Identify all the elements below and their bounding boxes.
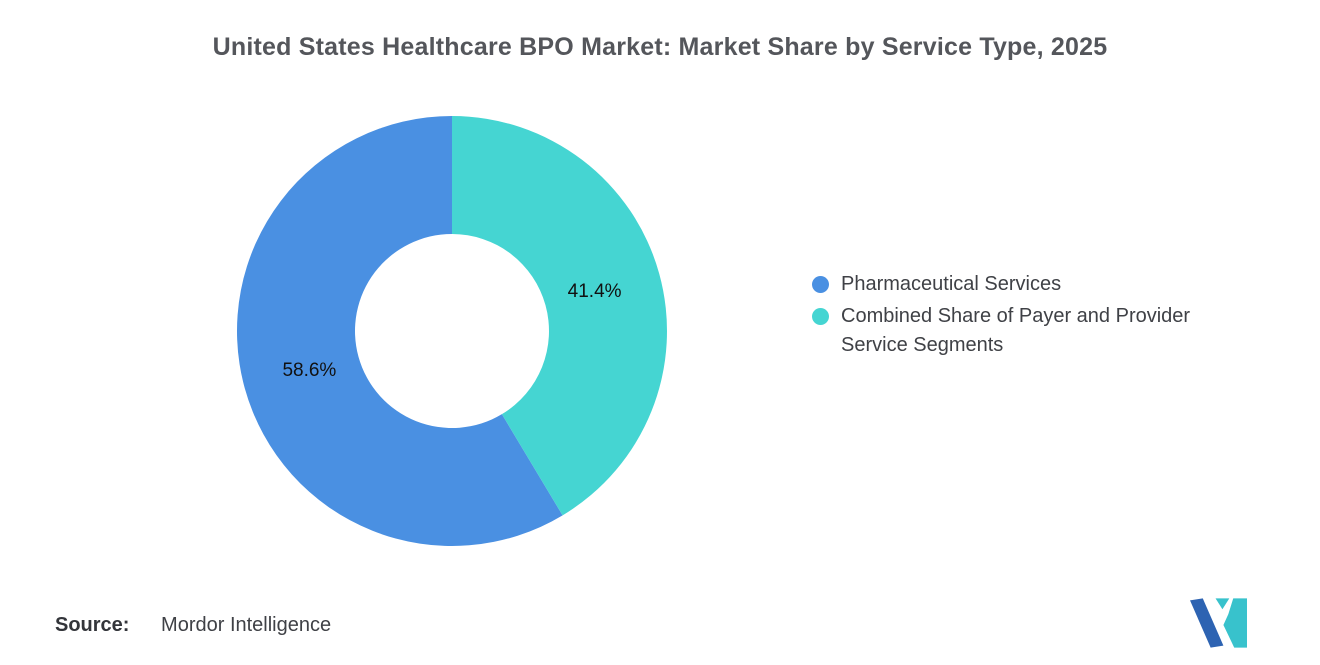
chart-legend: Pharmaceutical Services Combined Share o… [812, 270, 1241, 360]
source-attribution: Source: Mordor Intelligence [55, 614, 331, 637]
mordor-intelligence-logo [1190, 598, 1247, 648]
logo-top-triangle [1215, 598, 1230, 610]
chart-title: United States Healthcare BPO Market: Mar… [212, 33, 1108, 61]
donut-chart-svg: 58.6% 41.4% [236, 116, 667, 546]
legend-swatch-icon [812, 276, 829, 293]
source-label: Source: [55, 614, 130, 636]
pie-slice-2 [452, 116, 667, 516]
slice-label-2: 41.4% [568, 281, 622, 302]
legend-item-label: Combined Share of Payer and Provider Ser… [841, 305, 1191, 356]
logo-right-shape [1223, 598, 1247, 648]
legend-swatch-icon [812, 308, 829, 325]
pie-slice-1 [236, 116, 563, 546]
legend-item-pharmaceutical-services: Pharmaceutical Services [812, 270, 1241, 299]
source-value: Mordor Intelligence [161, 614, 332, 636]
legend-item-payer-provider-segments: Combined Share of Payer and Provider Ser… [812, 302, 1241, 360]
donut-chart: 58.6% 41.4% [234, 113, 670, 549]
slice-label-1: 58.6% [282, 360, 336, 381]
legend-item-label: Pharmaceutical Services [841, 273, 1062, 295]
logo-left-shape [1190, 598, 1224, 648]
